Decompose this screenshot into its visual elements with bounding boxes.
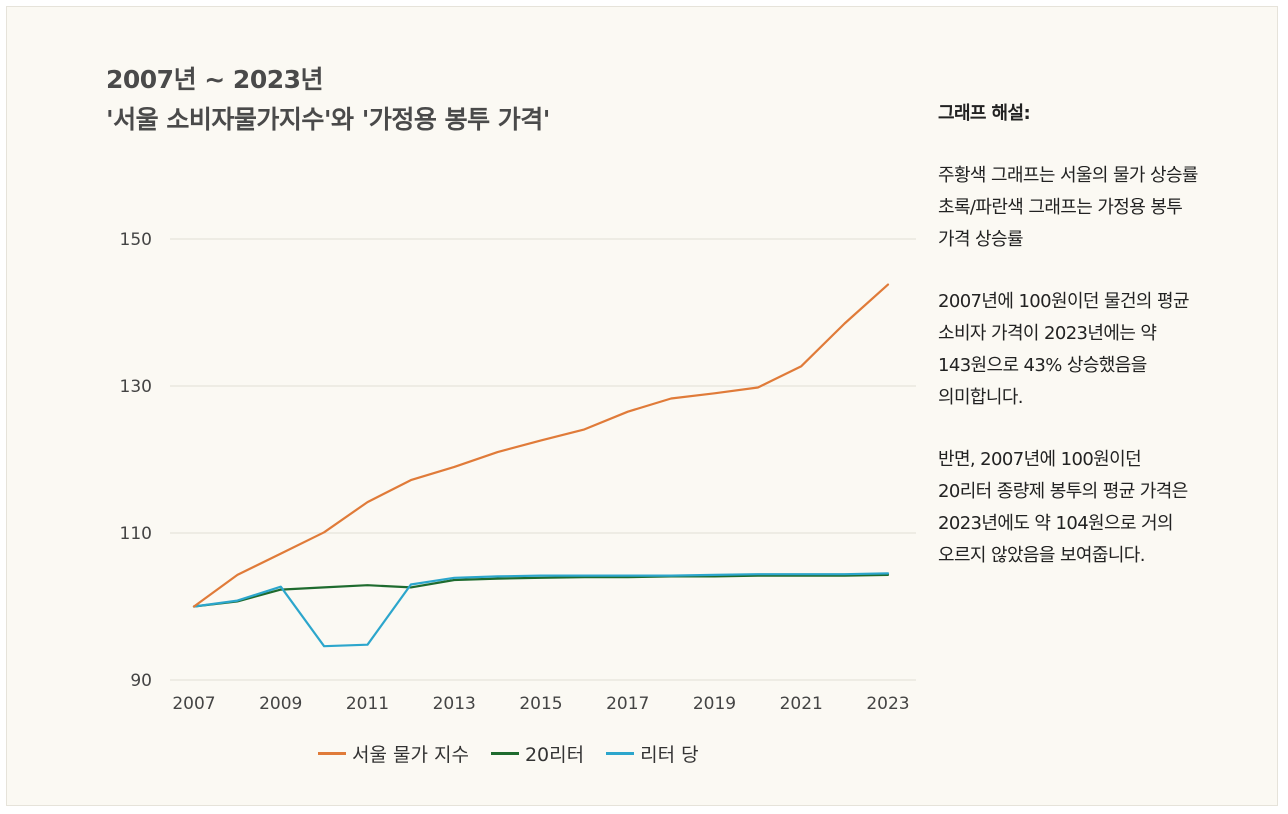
y-tick-label: 130 bbox=[120, 377, 152, 397]
chart-legend: 서울 물가 지수 20리터 리터 당 bbox=[318, 740, 699, 767]
x-tick-label: 2023 bbox=[866, 694, 909, 714]
legend-swatch-seoul-cpi bbox=[318, 752, 346, 755]
y-tick-label: 110 bbox=[120, 524, 152, 544]
chart-title-line1: 2007년 ~ 2023년 bbox=[106, 65, 324, 94]
x-tick-label: 2017 bbox=[606, 694, 649, 714]
y-tick-label: 90 bbox=[130, 671, 152, 691]
series-lines bbox=[192, 283, 890, 648]
x-tick-label: 2011 bbox=[346, 694, 389, 714]
x-tick-label: 2007 bbox=[172, 694, 215, 714]
grid-lines bbox=[170, 238, 916, 681]
series-line-seoul-cpi bbox=[192, 283, 890, 608]
y-axis-ticks: 90 110 130 150 bbox=[120, 230, 152, 691]
x-tick-label: 2013 bbox=[433, 694, 476, 714]
explanation-paragraph-bags: 반면, 2007년에 100원이던 20리터 종량제 봉투의 평균 가격은 20… bbox=[938, 449, 1188, 566]
x-tick-label: 2015 bbox=[519, 694, 562, 714]
legend-item-per-liter: 리터 당 bbox=[606, 740, 699, 767]
legend-item-20-liter: 20리터 bbox=[490, 740, 585, 767]
explanation-paragraph-colors: 주황색 그래프는 서울의 물가 상승률 초록/파란색 그래프는 가정용 봉투 가… bbox=[938, 165, 1198, 250]
legend-item-seoul-cpi: 서울 물가 지수 bbox=[318, 740, 469, 767]
explanation-paragraph-cpi: 2007년에 100원이던 물건의 평균 소비자 가격이 2023년에는 약 1… bbox=[938, 291, 1190, 408]
x-tick-label: 2021 bbox=[780, 694, 823, 714]
series-line-20-liter bbox=[192, 573, 890, 608]
explanation-heading: 그래프 해설: bbox=[938, 103, 1031, 124]
chart-title: 2007년 ~ 2023년 '서울 소비자물가지수'와 '가정용 봉투 가격' bbox=[106, 60, 550, 140]
legend-swatch-per-liter bbox=[606, 752, 635, 755]
graph-explanation: 그래프 해설: 주황색 그래프는 서울의 물가 상승률 초록/파란색 그래프는 … bbox=[938, 98, 1258, 602]
legend-label-per-liter: 리터 당 bbox=[640, 744, 699, 766]
legend-label-20-liter: 20리터 bbox=[524, 744, 585, 766]
x-tick-label: 2019 bbox=[693, 694, 736, 714]
series-line-per-liter bbox=[192, 572, 890, 648]
x-tick-label: 2009 bbox=[259, 694, 302, 714]
legend-label-seoul-cpi: 서울 물가 지수 bbox=[352, 744, 469, 766]
x-axis-ticks: 2007 2009 2011 2013 2015 2017 2019 2021 2023 bbox=[172, 694, 909, 714]
chart-title-line2: '서울 소비자물가지수'와 '가정용 봉투 가격' bbox=[106, 105, 550, 134]
chart-card bbox=[6, 6, 1278, 806]
legend-swatch-20-liter bbox=[490, 752, 519, 755]
y-tick-label: 150 bbox=[120, 230, 152, 250]
